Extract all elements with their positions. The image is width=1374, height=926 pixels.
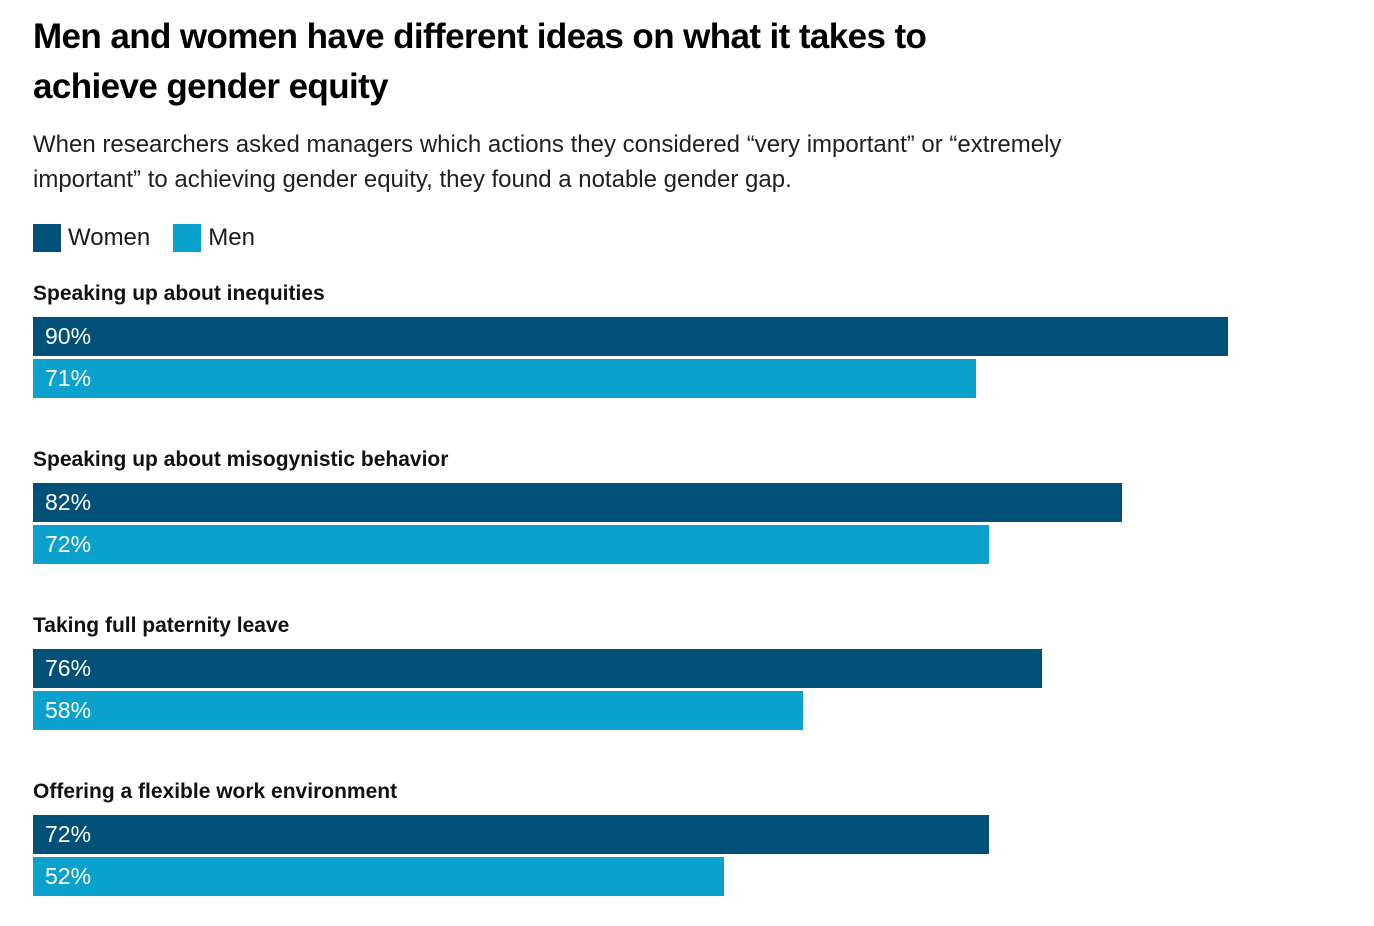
men-bar: 72% xyxy=(33,525,990,564)
women-color-swatch xyxy=(33,224,61,252)
women-bar: 82% xyxy=(33,483,1122,522)
bar-group: Taking full paternity leave 76% 58% xyxy=(33,614,1361,730)
men-bar-value: 72% xyxy=(45,531,92,557)
legend-label-men: Men xyxy=(208,224,255,251)
chart-title-line-1: Men and women have different ideas on wh… xyxy=(33,17,927,56)
women-bar: 76% xyxy=(33,649,1043,688)
legend: Women Men xyxy=(33,224,1361,252)
chart-title: Men and women have different ideas on wh… xyxy=(33,12,1361,112)
bar-track: 82% 72% xyxy=(33,483,1361,564)
men-bar-value: 52% xyxy=(45,863,92,889)
women-bar-value: 72% xyxy=(45,821,92,847)
legend-item-women: Women xyxy=(33,224,150,252)
bar-track: 72% 52% xyxy=(33,815,1361,896)
bar-group: Speaking up about misogynistic behavior 8… xyxy=(33,448,1361,564)
category-label: Speaking up about inequities xyxy=(33,282,325,305)
category-label: Speaking up about misogynistic behavior xyxy=(33,448,449,471)
women-bar: 72% xyxy=(33,815,990,854)
legend-item-men: Men xyxy=(173,224,255,252)
bar-track: 90% 71% xyxy=(33,317,1361,398)
women-bar-value: 90% xyxy=(45,323,92,349)
men-bar: 71% xyxy=(33,359,976,398)
bar-group: Offering a flexible work environment 72% 5… xyxy=(33,780,1361,896)
women-bar-value: 82% xyxy=(45,489,92,515)
chart-title-line-2: achieve gender equity xyxy=(33,67,389,106)
category-label: Offering a flexible work environment xyxy=(33,780,398,803)
men-bar-value: 58% xyxy=(45,697,92,723)
chart-subtitle-line-1: When researchers asked managers which ac… xyxy=(33,131,1062,158)
bar-groups: Speaking up about inequities 90% 71% Speaki… xyxy=(33,282,1361,896)
legend-label-women: Women xyxy=(68,224,151,251)
men-color-swatch xyxy=(173,224,202,252)
men-bar-value: 71% xyxy=(45,365,92,391)
bar-track: 76% 58% xyxy=(33,649,1361,730)
chart-subtitle-line-2: important” to achieving gender equity, t… xyxy=(33,166,792,193)
men-bar: 58% xyxy=(33,691,804,730)
chart-subtitle: When researchers asked managers which ac… xyxy=(33,127,1361,197)
men-bar: 52% xyxy=(33,857,724,896)
women-bar: 90% xyxy=(33,317,1229,356)
bar-group: Speaking up about inequities 90% 71% xyxy=(33,282,1361,398)
category-label: Taking full paternity leave xyxy=(33,614,290,637)
women-bar-value: 76% xyxy=(45,655,92,681)
